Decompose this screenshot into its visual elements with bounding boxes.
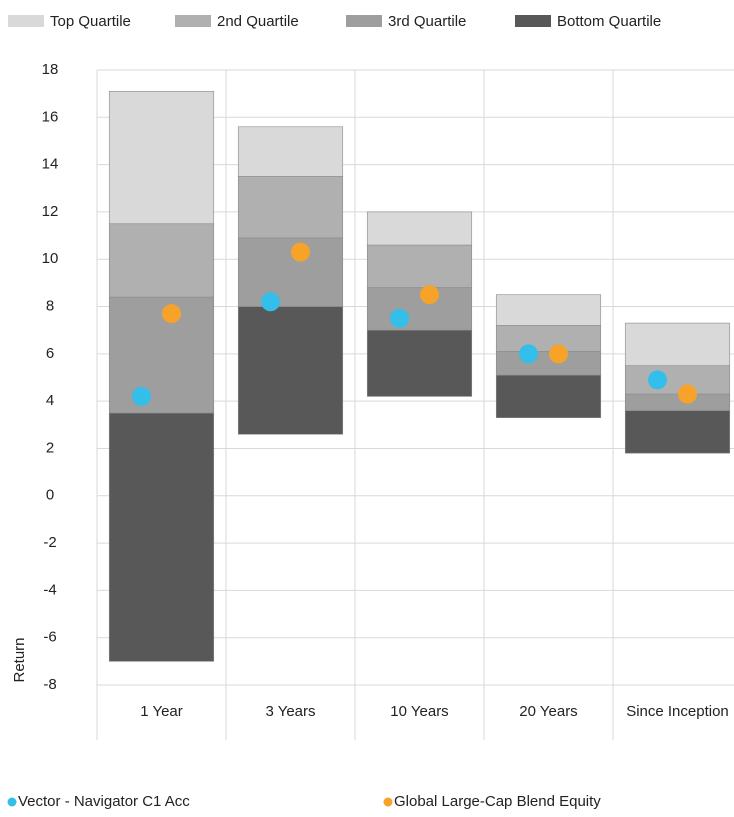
y-tick-label: -2 — [43, 534, 56, 551]
quartile-bar — [495, 351, 602, 376]
point — [162, 304, 181, 324]
y-tick-label: 10 — [42, 250, 59, 267]
y-tick-label: -6 — [43, 629, 56, 646]
y-tick-label: 6 — [46, 345, 54, 362]
quartile-bar — [624, 365, 731, 395]
legend-marker — [7, 797, 17, 807]
y-axis-label: Return — [11, 637, 28, 682]
point — [519, 344, 538, 364]
quartile-bar — [366, 329, 473, 397]
quartile-bar — [495, 374, 602, 419]
y-tick-label: 12 — [42, 203, 59, 220]
quartile-bar — [108, 90, 215, 225]
quartile-bar — [624, 322, 731, 366]
x-tick-label: 10 Years — [390, 703, 448, 720]
x-tick-label: 3 Years — [265, 703, 315, 720]
quartile-bar — [108, 296, 215, 414]
y-tick-label: 16 — [42, 108, 59, 125]
legend-label: Global Large-Cap Blend Equity — [394, 793, 601, 810]
quartile-bar — [624, 410, 731, 454]
quartile-bar — [366, 244, 473, 288]
quartile-bar — [108, 412, 215, 662]
quartile-bar — [237, 126, 344, 177]
point — [132, 386, 151, 406]
legend-swatch — [515, 15, 551, 27]
legend-swatch — [346, 15, 382, 27]
legend-label: 2nd Quartile — [217, 13, 299, 30]
point — [549, 344, 568, 364]
point — [390, 308, 409, 328]
point — [648, 370, 667, 390]
point — [420, 285, 439, 305]
y-tick-label: 8 — [46, 298, 54, 315]
y-tick-label: -8 — [43, 676, 56, 693]
quartile-bar — [237, 176, 344, 239]
x-tick-label: 20 Years — [519, 703, 577, 720]
y-tick-label: 0 — [46, 487, 54, 504]
x-tick-label: 1 Year — [140, 703, 183, 720]
point — [291, 242, 310, 262]
y-tick-label: 18 — [42, 61, 59, 78]
quartile-bar — [237, 306, 344, 435]
legend-swatch — [175, 15, 211, 27]
y-tick-label: 2 — [46, 439, 54, 456]
legend-label: 3rd Quartile — [388, 13, 466, 30]
y-tick-label: -4 — [43, 581, 56, 598]
quartile-bar — [366, 287, 473, 331]
quartile-bar — [624, 393, 731, 411]
x-tick-label: Since Inception — [626, 703, 729, 720]
quartile-bar — [237, 237, 344, 307]
quartile-bar — [366, 211, 473, 246]
point — [678, 384, 697, 404]
legend-label: Vector - Navigator C1 Acc — [18, 793, 190, 810]
point — [261, 292, 280, 312]
legend-swatch — [8, 15, 44, 27]
quartile-bar — [495, 294, 602, 326]
quartile-bar — [495, 325, 602, 352]
legend-label: Top Quartile — [50, 13, 131, 30]
legend-marker — [383, 797, 393, 807]
quartile-bar — [108, 223, 215, 298]
y-tick-label: 14 — [42, 156, 59, 173]
legend-label: Bottom Quartile — [557, 13, 661, 30]
y-tick-label: 4 — [46, 392, 54, 409]
